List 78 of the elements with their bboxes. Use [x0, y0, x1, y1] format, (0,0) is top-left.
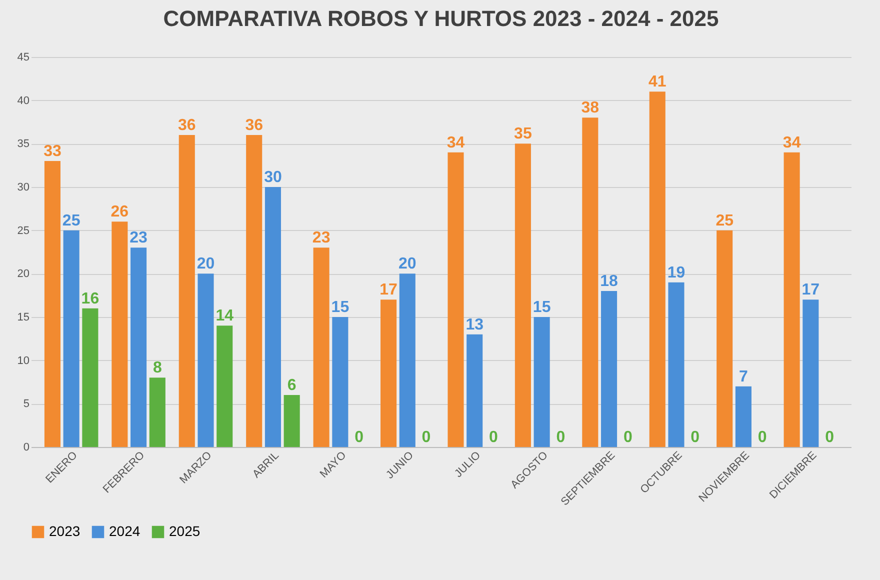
- data-label: 0: [489, 429, 498, 446]
- bar: [149, 378, 166, 447]
- data-label: 17: [380, 282, 398, 299]
- legend-label: 2024: [109, 523, 140, 539]
- data-label: 15: [331, 299, 350, 316]
- chart-title: COMPARATIVA ROBOS Y HURTOS 2023 - 2024 - 2025: [163, 6, 719, 31]
- bar: [716, 230, 733, 447]
- bar: [582, 118, 598, 447]
- data-label: 34: [446, 134, 465, 152]
- data-label: 30: [264, 169, 282, 186]
- bar: [735, 386, 752, 447]
- data-label: 0: [354, 429, 364, 446]
- bar: [198, 274, 214, 447]
- data-label: 25: [62, 212, 80, 230]
- bar: [399, 274, 416, 447]
- data-label: 13: [466, 316, 484, 334]
- bar: [264, 187, 281, 447]
- bar: [246, 135, 262, 447]
- data-label: 6: [287, 377, 296, 394]
- bar: [313, 248, 330, 447]
- data-label: 7: [739, 368, 748, 386]
- data-label: 33: [44, 143, 62, 160]
- data-label: 19: [667, 264, 686, 282]
- bar: [112, 222, 128, 447]
- y-tick-label: 15: [17, 312, 30, 324]
- bar: [649, 92, 666, 447]
- data-label: 35: [514, 126, 532, 143]
- data-label: 36: [178, 117, 196, 134]
- y-tick-label: 35: [17, 138, 30, 150]
- data-label: 26: [110, 204, 129, 221]
- bar: [63, 230, 80, 447]
- data-label: 18: [600, 273, 618, 290]
- bar: [216, 326, 233, 447]
- data-label: 8: [152, 360, 162, 377]
- data-label: 20: [196, 256, 215, 273]
- y-tick-label: 40: [17, 94, 30, 107]
- data-label: 25: [716, 212, 734, 230]
- bar: [44, 161, 60, 447]
- bar: [448, 152, 464, 447]
- legend-label: 2023: [49, 523, 80, 539]
- data-label: 15: [532, 299, 551, 316]
- bar: [332, 317, 348, 447]
- data-label: 23: [312, 230, 330, 247]
- data-label: 0: [825, 429, 834, 446]
- bar: [514, 144, 531, 447]
- bar: [534, 317, 550, 447]
- y-tick-label: 0: [23, 442, 30, 454]
- data-label: 0: [690, 429, 700, 446]
- data-label: 38: [581, 100, 600, 117]
- data-label: 0: [758, 429, 767, 446]
- legend-label: 2025: [169, 523, 200, 539]
- bar: [380, 300, 397, 447]
- bar: [82, 308, 98, 447]
- data-label: 20: [398, 256, 416, 273]
- data-label: 14: [216, 308, 234, 325]
- y-tick-label: 20: [17, 268, 30, 280]
- bar: [802, 300, 819, 447]
- bar: [178, 135, 195, 447]
- data-label: 16: [81, 290, 100, 308]
- data-label: 23: [130, 230, 148, 247]
- data-label: 41: [648, 74, 666, 91]
- bar: [784, 152, 800, 447]
- y-tick-label: 25: [17, 224, 30, 237]
- bar: [601, 291, 618, 447]
- data-label: 0: [556, 429, 566, 446]
- y-tick-label: 5: [23, 398, 30, 410]
- bar: [466, 334, 483, 447]
- y-tick-label: 45: [17, 52, 30, 64]
- y-tick-label: 30: [17, 182, 30, 194]
- data-label: 0: [422, 429, 431, 446]
- bar: [668, 282, 684, 447]
- data-label: 0: [623, 429, 632, 446]
- data-label: 17: [802, 282, 820, 299]
- bar: [130, 248, 147, 447]
- y-tick-label: 10: [17, 354, 30, 367]
- data-label: 36: [245, 117, 264, 134]
- data-label: 34: [782, 134, 801, 152]
- bar: [284, 395, 300, 447]
